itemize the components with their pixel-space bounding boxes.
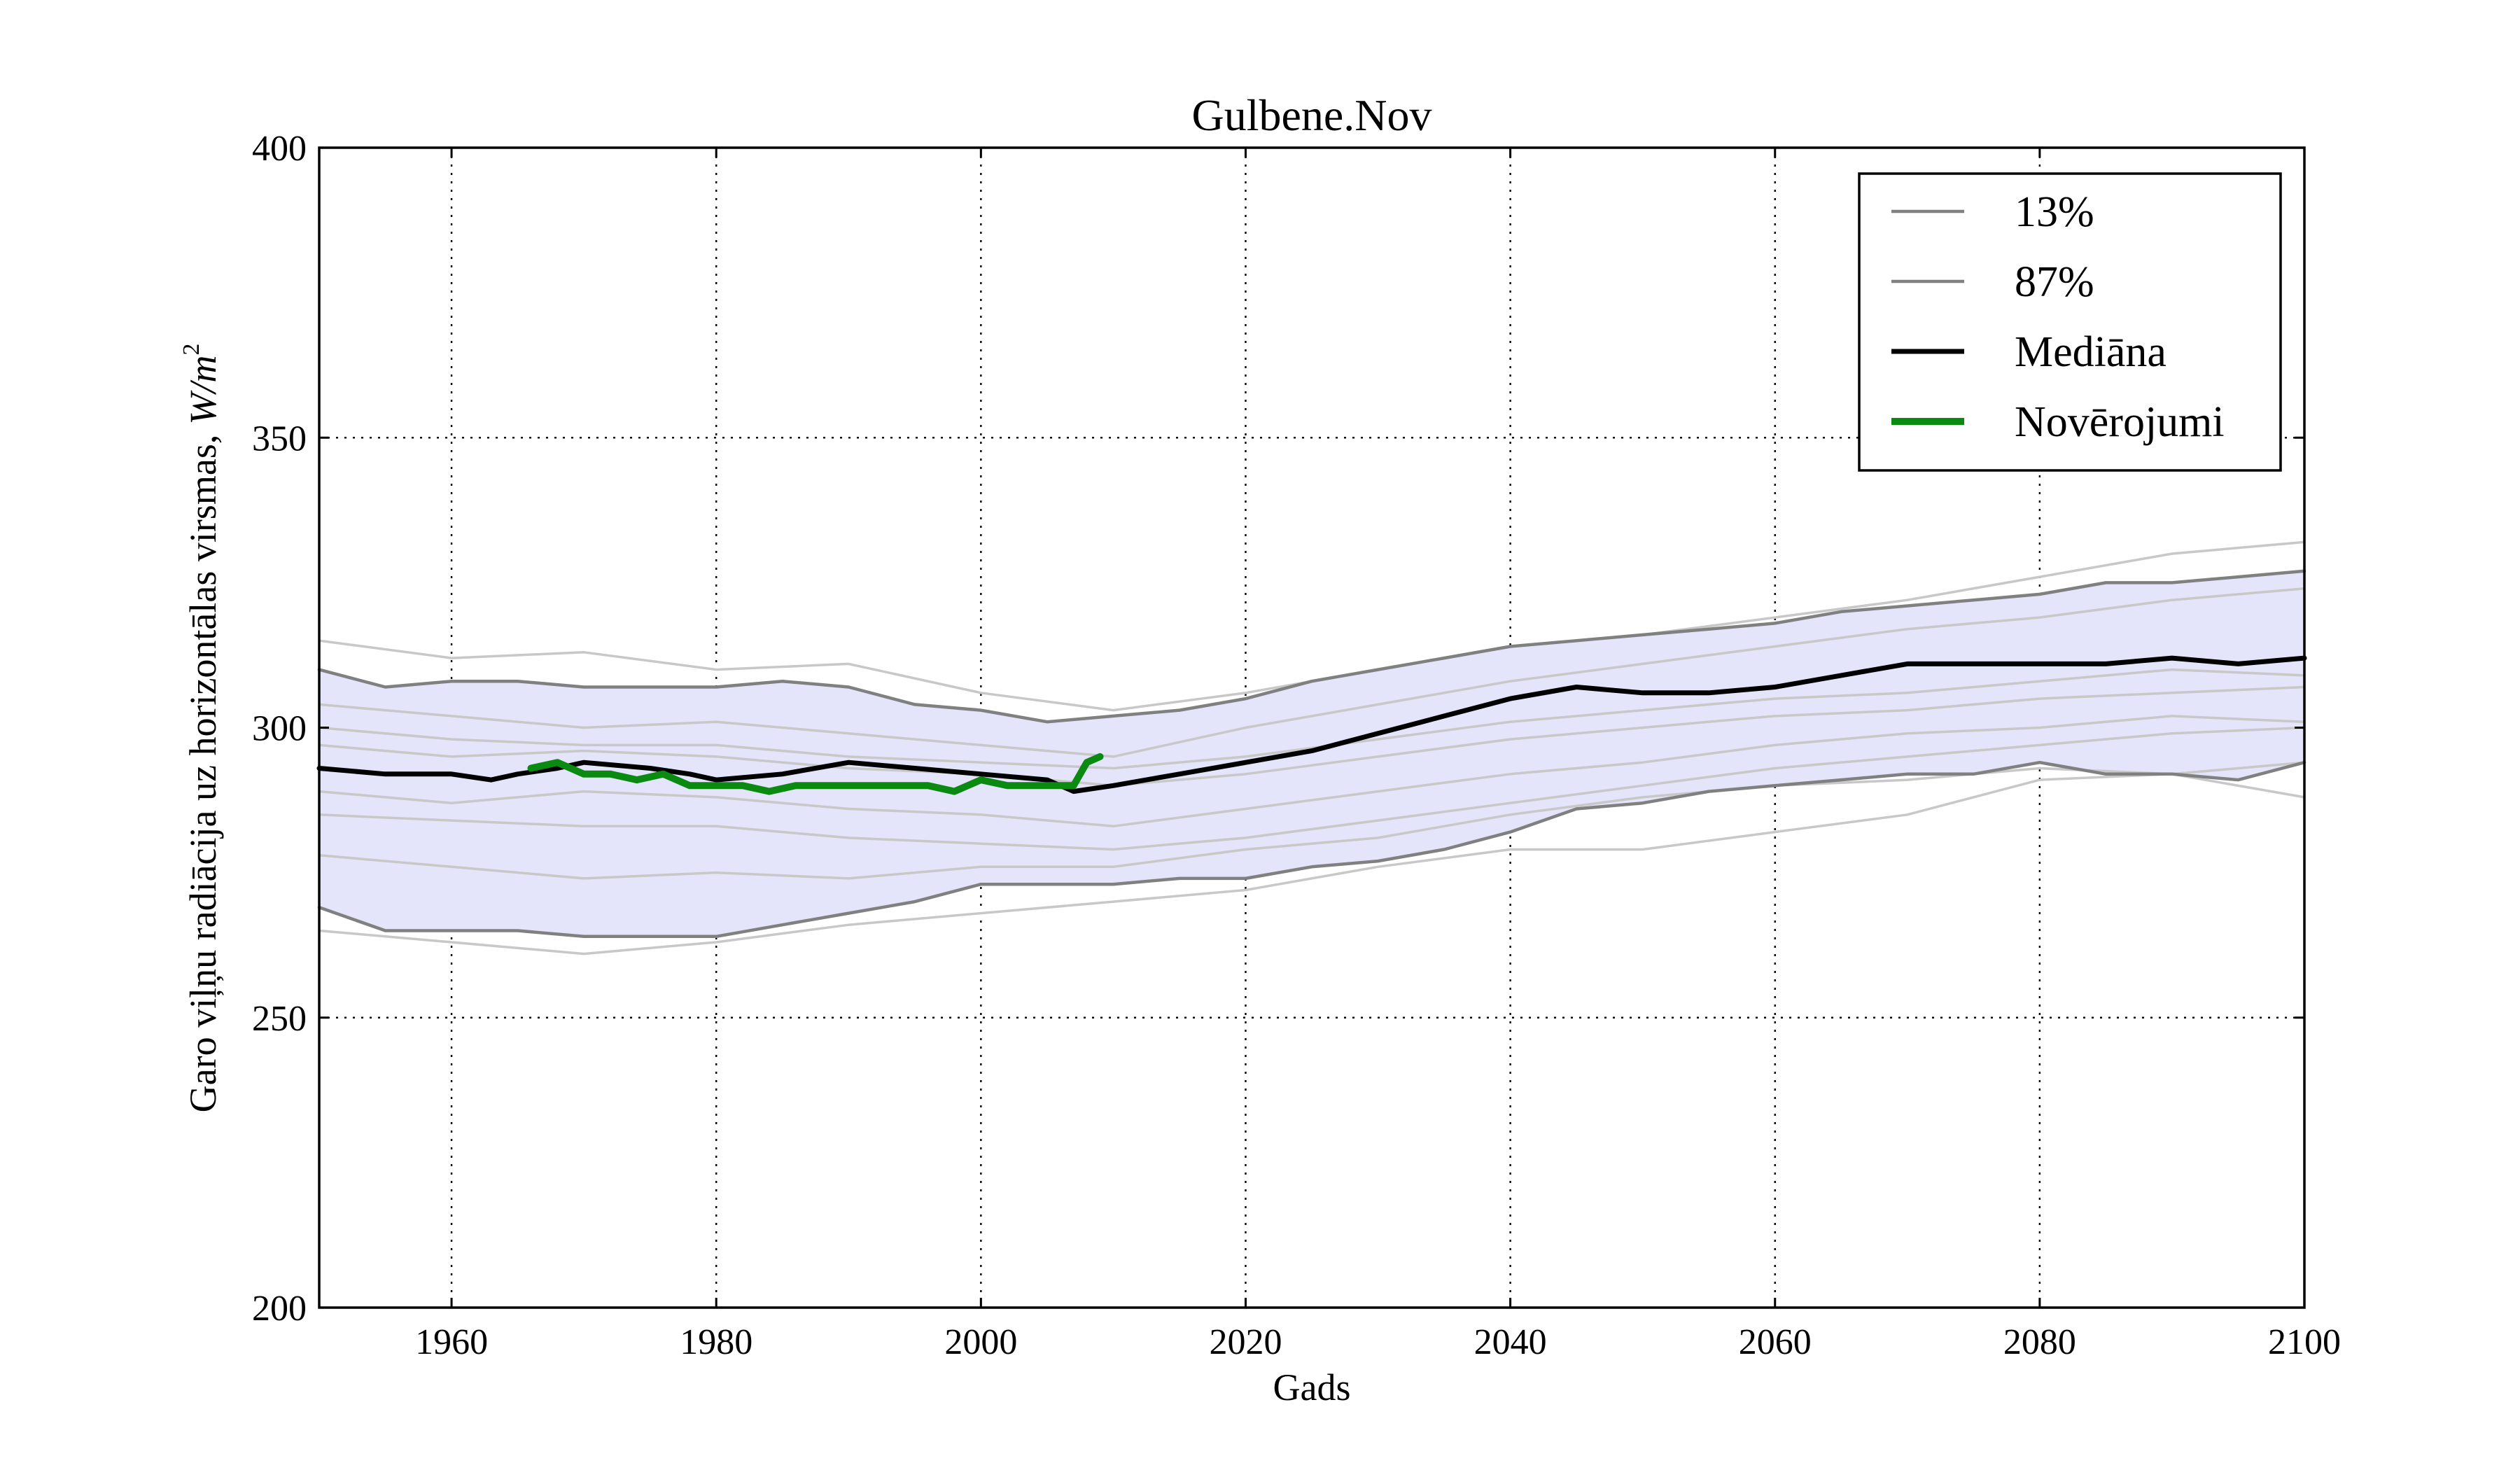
x-tick-label: 2000 <box>944 1322 1017 1362</box>
ensemble-line <box>318 668 2305 770</box>
series-lines <box>316 569 2307 939</box>
legend-label: Mediāna <box>2015 328 2166 376</box>
x-axis-label: Gads <box>1273 1366 1351 1408</box>
band-area <box>319 570 2304 937</box>
y-axis-label: Garo viļņu radiācija uz horizontālas vir… <box>178 344 224 1113</box>
legend-label: Novērojumi <box>2015 398 2225 446</box>
x-tick-label: 2020 <box>1209 1322 1282 1362</box>
y-tick-label: 300 <box>252 709 307 749</box>
x-tick-label: 1960 <box>415 1322 488 1362</box>
legend-label: 13% <box>2015 188 2094 236</box>
x-tick-label: 2080 <box>2003 1322 2076 1362</box>
x-tick-label: 2040 <box>1474 1322 1547 1362</box>
ensemble-line <box>318 726 2305 851</box>
series-line-median <box>316 655 2307 794</box>
chart-title: Gulbene.Nov <box>1191 90 1432 140</box>
x-tick-label: 2100 <box>2268 1322 2341 1362</box>
y-tick-label: 400 <box>252 129 307 169</box>
ensemble-line <box>318 715 2305 828</box>
x-tick-label: 2060 <box>1739 1322 1812 1362</box>
y-axis-label-unit-exponent: 2 <box>178 344 204 356</box>
ensemble-line <box>318 685 2305 788</box>
y-tick-label: 200 <box>252 1289 307 1329</box>
ensemble-line <box>318 761 2305 955</box>
y-axis-label-unit: W/m <box>182 356 224 425</box>
legend: 13% 87% Mediāna Novērojumi <box>1858 172 2282 472</box>
series-line-observations <box>527 752 1104 795</box>
axis-ticks: 1960 1980 2000 2020 2040 2060 2080 2100 200 250 30… <box>252 129 2341 1362</box>
y-tick-label: 250 <box>252 999 307 1039</box>
series-line-percentile <box>317 760 2306 939</box>
x-tick-label: 1980 <box>680 1322 752 1362</box>
series-line-percentile <box>317 569 2306 724</box>
ensemble-line <box>318 587 2305 758</box>
y-tick-label: 350 <box>252 419 307 458</box>
legend-label: 87% <box>2015 258 2094 306</box>
percentile-band <box>319 570 2304 937</box>
y-axis-label-text: Garo viļņu radiācija uz horizontālas vir… <box>182 435 224 1113</box>
